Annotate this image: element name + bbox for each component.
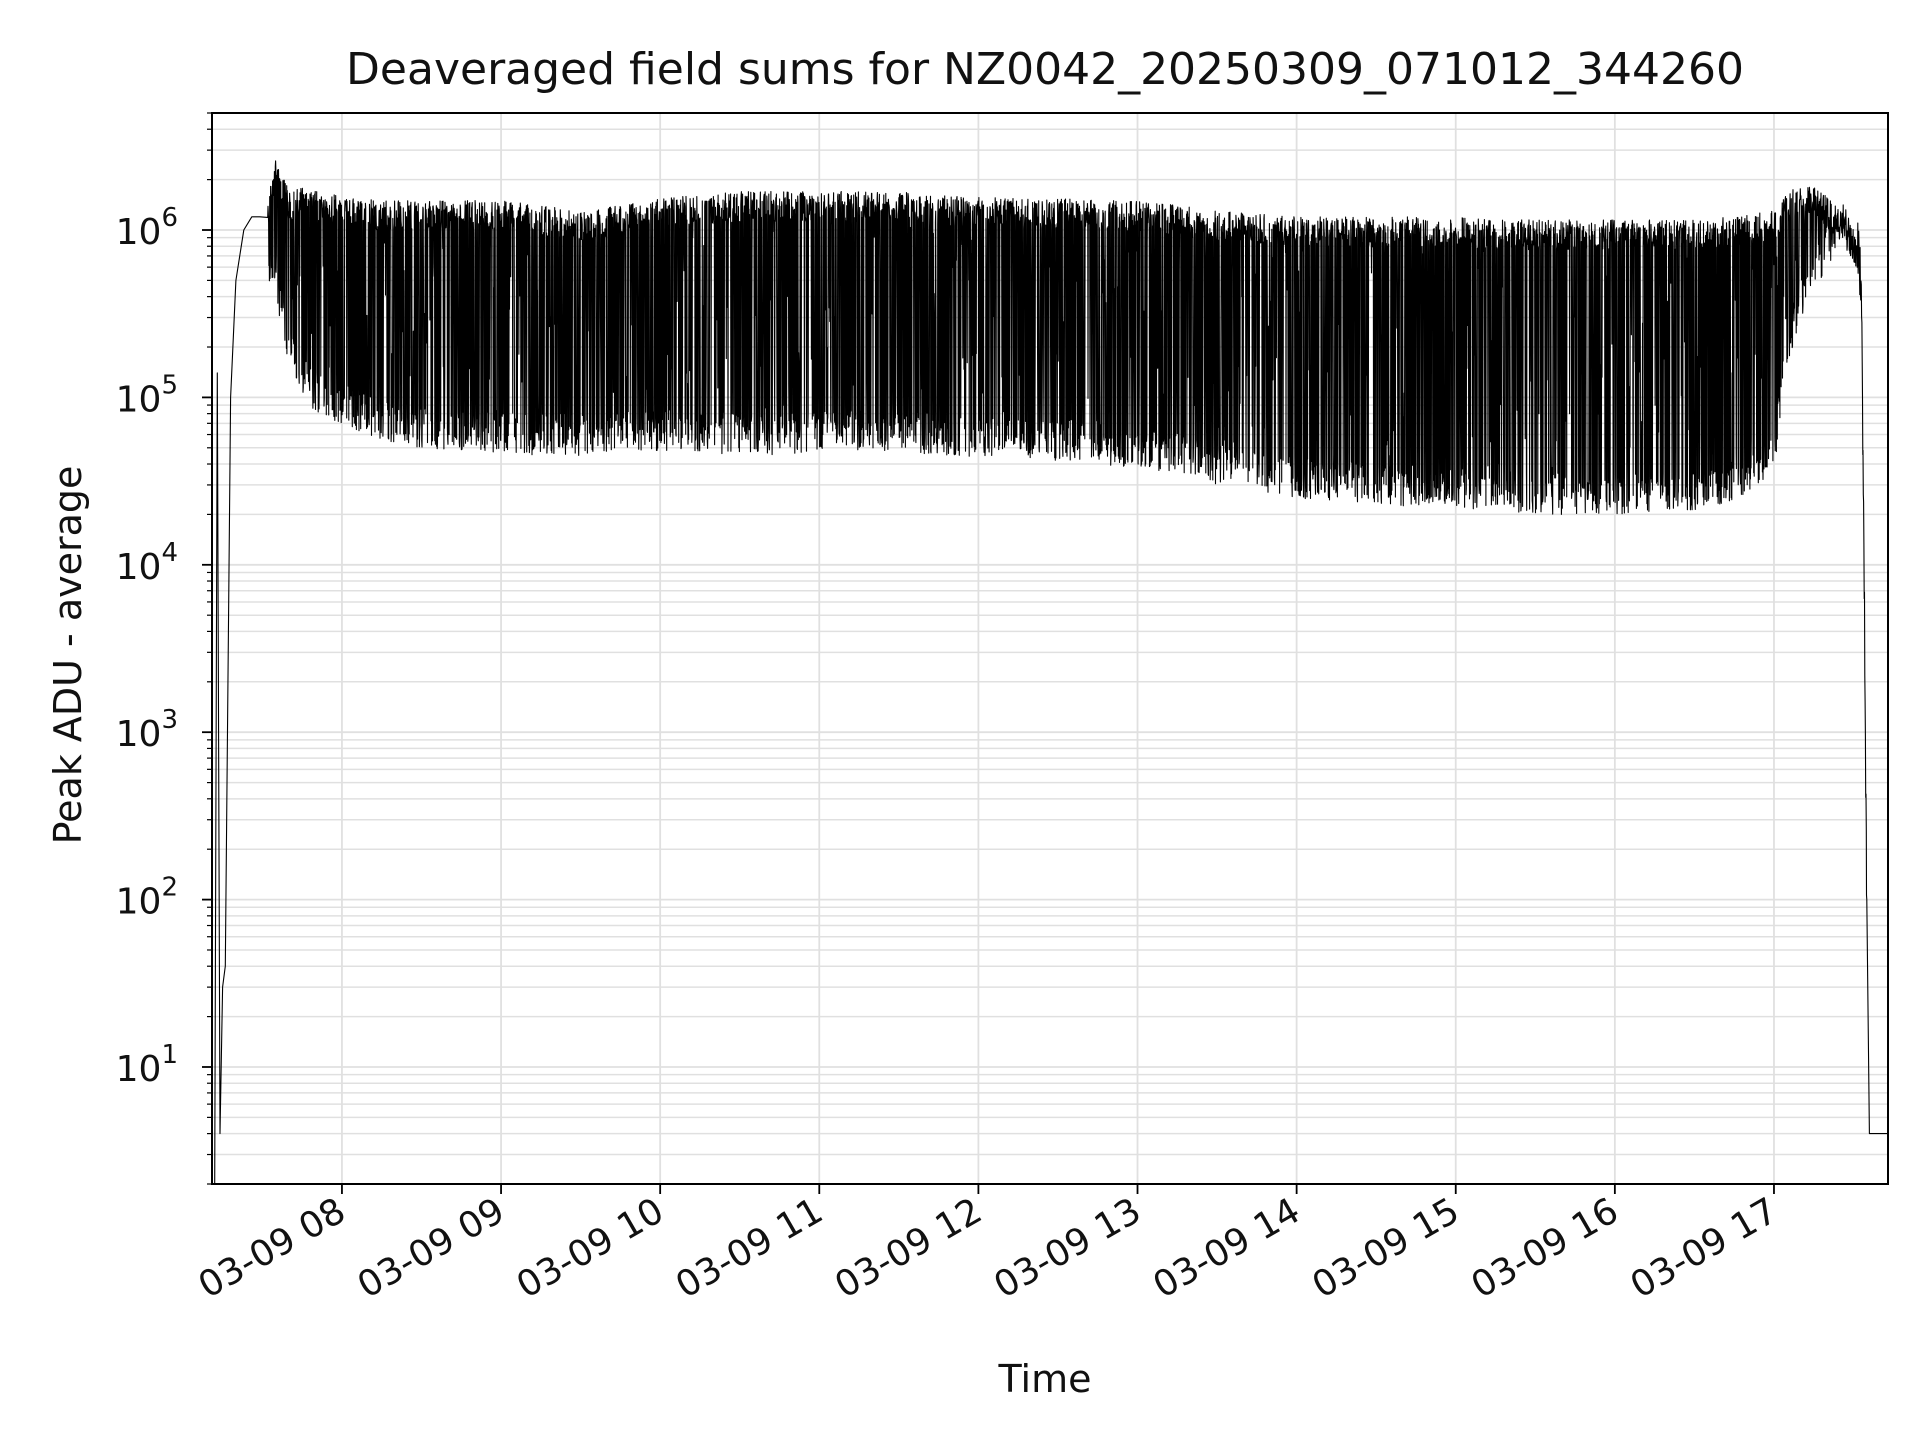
x-axis-label: Time [998,1357,1092,1401]
chart-title: Deaveraged field sums for NZ0042_2025030… [346,44,1744,95]
data-line [214,160,1888,1185]
y-tick-label: 105 [116,370,178,420]
y-tick-label: 102 [116,873,178,923]
y-tick-label: 106 [116,203,178,253]
plot-area-frame [211,112,1889,1185]
y-tick-label: 103 [116,705,178,755]
y-tick-label: 104 [116,538,178,588]
y-tick-label: 101 [116,1040,178,1090]
y-axis-label: Peak ADU - average [46,466,90,845]
y-axis: 101 102 103 104 105 106 [116,112,212,1185]
series-line [214,160,1888,1185]
